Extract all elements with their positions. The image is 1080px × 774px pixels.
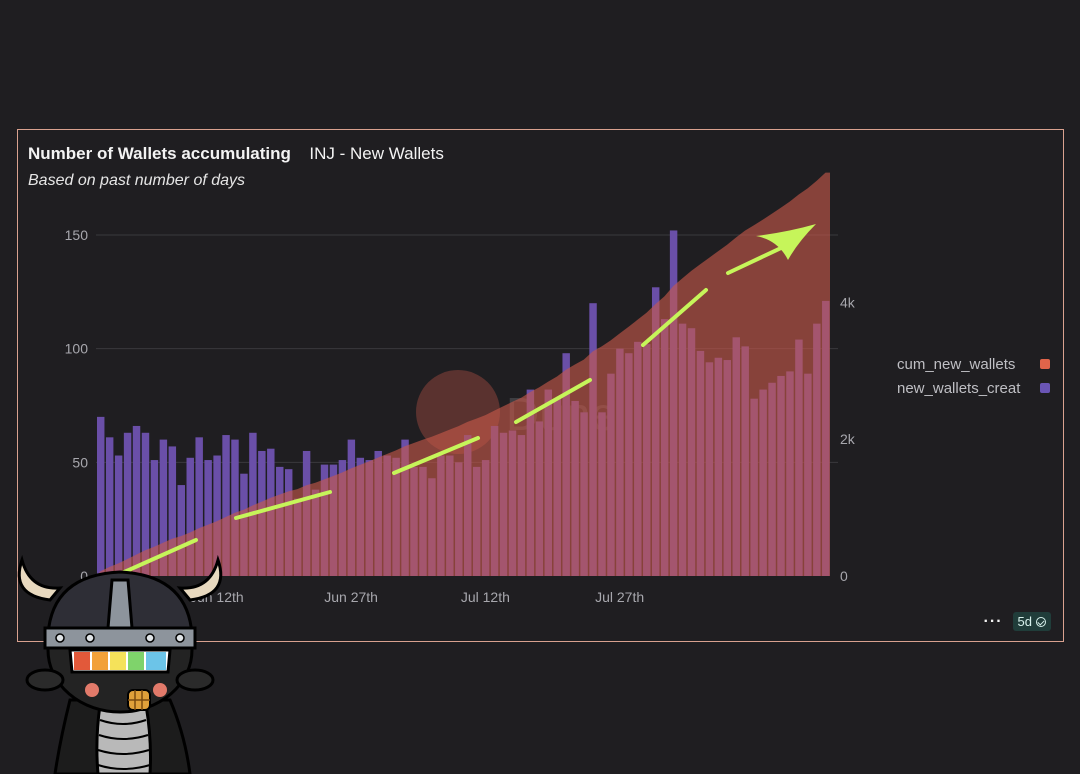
bar [132, 425, 141, 576]
y-right-tick-label: 4k [840, 294, 856, 310]
trend-arrow-head [756, 224, 816, 260]
chart-description: Based on past number of days [28, 172, 246, 189]
y-left-tick-label: 100 [65, 341, 89, 357]
bar [141, 432, 150, 576]
bar [222, 435, 230, 576]
y-right-tick-label: 2k [840, 431, 856, 447]
legend-swatch [1040, 383, 1050, 393]
legend-item-cum-new-wallets[interactable]: cum_new_wallets [897, 352, 1050, 376]
chart-panel: Number of Wallets accumulating INJ - New… [17, 129, 1064, 642]
more-options-button[interactable]: ··· [983, 612, 1003, 630]
trend-arrow-segment [111, 538, 198, 579]
bar [204, 460, 212, 576]
x-tick-label: Jun 27th [324, 589, 378, 605]
bar [97, 416, 105, 576]
legend-label: new_wallets_creat [897, 379, 1021, 397]
check-circle-icon [1036, 616, 1046, 627]
trend-arrow-segment [641, 288, 708, 347]
y-right-tick-label: 0 [840, 568, 848, 584]
bar [177, 485, 186, 576]
refresh-badge[interactable]: 5d [1012, 612, 1051, 631]
bar [150, 460, 159, 576]
bar [186, 457, 194, 576]
bar [168, 446, 177, 576]
y-left-tick-label: 150 [65, 227, 89, 243]
bar [231, 439, 239, 576]
bar [159, 439, 168, 576]
legend-label: cum_new_wallets [897, 355, 1016, 373]
trend-arrow-segment [514, 378, 592, 424]
bar [213, 455, 221, 576]
bar [105, 437, 114, 576]
legend-swatch [1040, 359, 1050, 369]
visualization-tab[interactable]: INJ - New Wallets [309, 144, 444, 163]
legend: cum_new_wallets new_wallets_creat [897, 352, 1050, 400]
refresh-badge-label: 5d [1017, 614, 1032, 629]
viking-bull-mascot [17, 554, 223, 774]
y-left-tick-label: 50 [72, 454, 88, 470]
trend-arrow-segment [392, 436, 480, 475]
x-tick-label: Jul 12th [461, 589, 510, 605]
panel-footer: ··· 5d [984, 612, 1051, 631]
bar [195, 437, 203, 576]
bar [123, 432, 132, 576]
bar [114, 455, 123, 576]
chart-title: Number of Wallets accumulating [28, 144, 291, 163]
cum-area [96, 172, 830, 576]
legend-item-new-wallets-created[interactable]: new_wallets_creat [897, 376, 1050, 400]
title-row: Number of Wallets accumulating INJ - New… [28, 144, 444, 164]
x-tick-label: Jul 27th [595, 589, 644, 605]
bar [249, 432, 257, 576]
y-left-tick-label: 0 [80, 568, 88, 584]
trend-arrow-segment [234, 490, 332, 520]
